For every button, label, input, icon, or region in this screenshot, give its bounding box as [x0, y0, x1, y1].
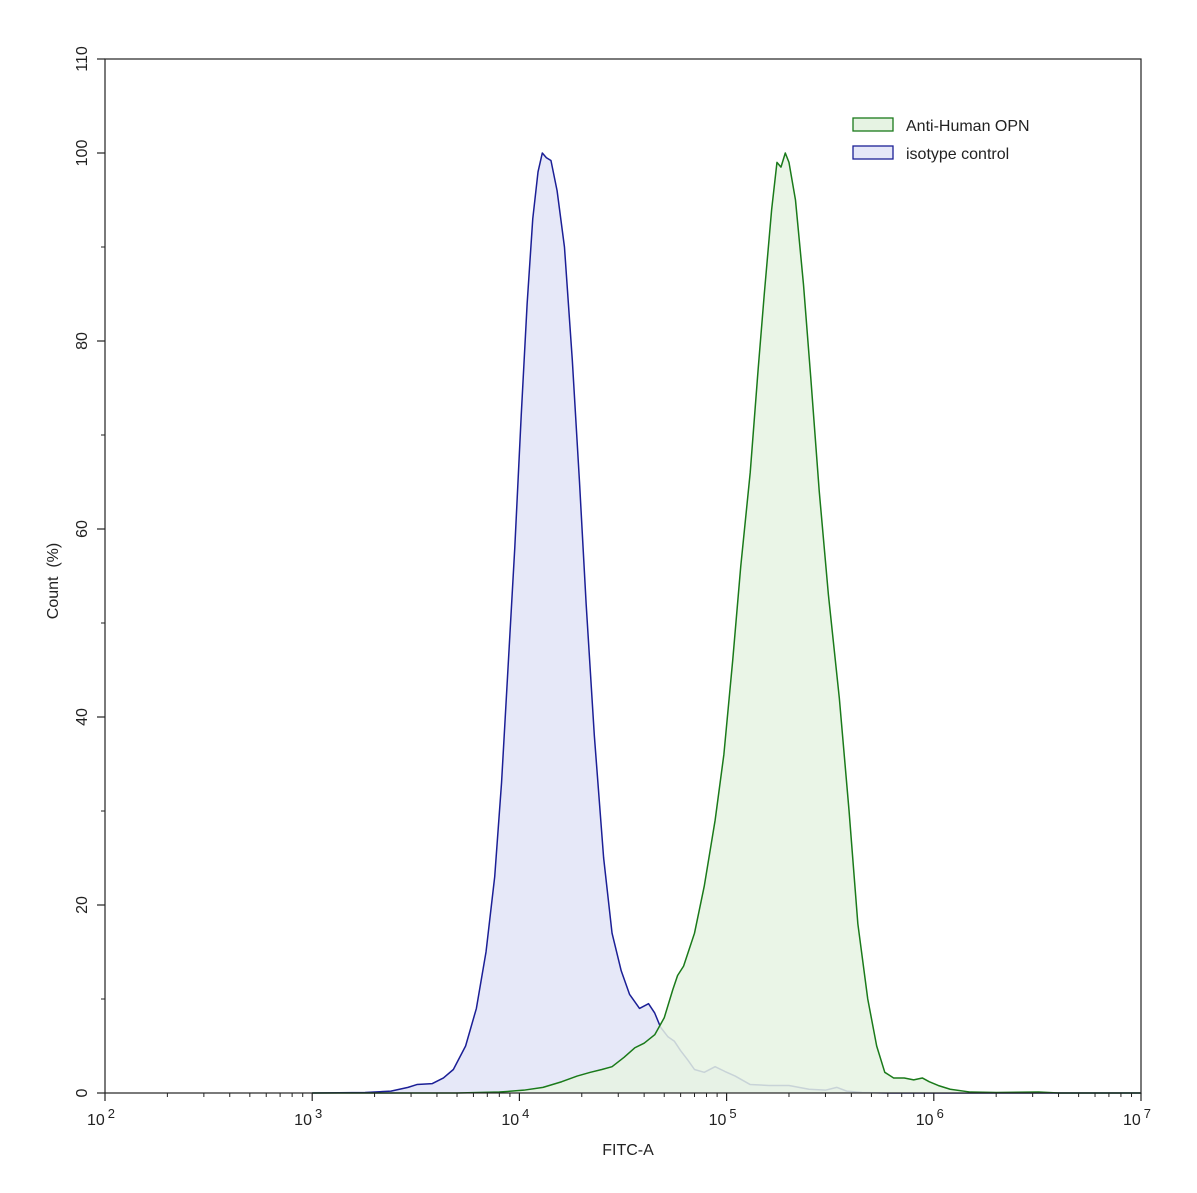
x-tick-label: 10 2	[87, 1106, 115, 1129]
legend-label: Anti-Human OPN	[906, 118, 1030, 135]
legend-swatch	[852, 145, 894, 160]
x-tick-label: 10 5	[709, 1106, 737, 1129]
plot-frame	[104, 58, 1142, 1094]
x-axis-title: FITC-A	[602, 1142, 654, 1159]
series-layer	[312, 152, 1141, 1094]
x-tick-label: 10 7	[1123, 1106, 1151, 1129]
y-axis-title: Count (%)	[45, 543, 62, 619]
y-tick-label: 0	[74, 1088, 91, 1097]
series-line-anti-human-opn	[312, 152, 1141, 1094]
y-tick-label: 60	[74, 520, 91, 538]
y-axis: 0 20 40 60 80 100 110	[74, 46, 105, 1097]
y-tick-label: 80	[74, 332, 91, 350]
legend-label: isotype control	[906, 146, 1009, 163]
legend: Anti-Human OPN isotype control	[852, 117, 1030, 163]
series-area-anti-human-opn	[312, 153, 1141, 1093]
x-tick-label: 10 3	[294, 1106, 322, 1129]
x-tick-label: 10 4	[501, 1106, 529, 1129]
y-tick-label: 20	[74, 896, 91, 914]
y-tick-label: 110	[74, 46, 91, 72]
x-axis: 10 2 10 3 10 4 10 5 10 6 10 7	[87, 1093, 1151, 1129]
x-tick-label: 10 6	[916, 1106, 944, 1129]
y-tick-label: 40	[74, 708, 91, 726]
y-tick-label: 100	[74, 140, 91, 167]
legend-swatch	[852, 117, 894, 132]
series-area-isotype-control	[312, 153, 1141, 1093]
